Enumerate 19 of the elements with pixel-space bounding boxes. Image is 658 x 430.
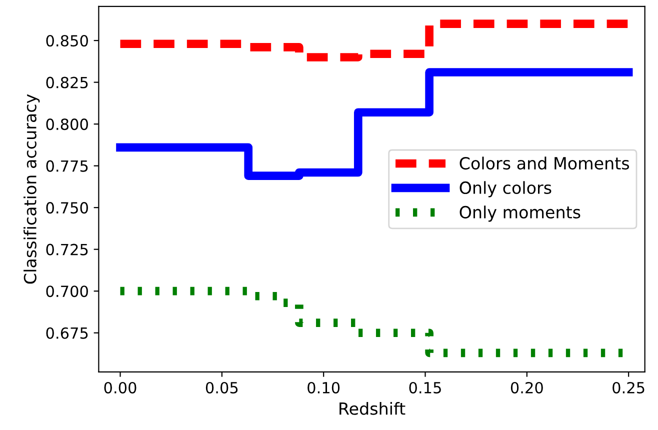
y-tick-label: 0.725 [46,244,88,256]
x-tick-label: 0.05 [206,382,238,394]
x-axis-title: Redshift [340,402,406,415]
y-tick-label: 0.800 [46,118,88,130]
x-tick-label: 0.25 [612,382,644,394]
x-tick-label: 0.00 [104,382,136,394]
y-tick-label: 0.825 [46,76,88,88]
legend-label: Only moments [460,206,580,222]
legend-label: Colors and Moments [460,156,630,170]
x-tick-label: 0.15 [409,382,441,394]
y-tick-label: 0.675 [46,327,88,339]
y-tick-label: 0.750 [46,202,88,214]
x-tick-label: 0.10 [308,382,340,394]
x-tick-label: 0.20 [510,382,543,394]
y-tick-label: 0.700 [46,286,88,298]
y-axis-title: Classification accuracy [24,94,40,284]
y-tick-label: 0.775 [46,160,88,172]
legend-label: Only colors [460,181,552,198]
y-tick-label: 0.850 [46,34,88,47]
